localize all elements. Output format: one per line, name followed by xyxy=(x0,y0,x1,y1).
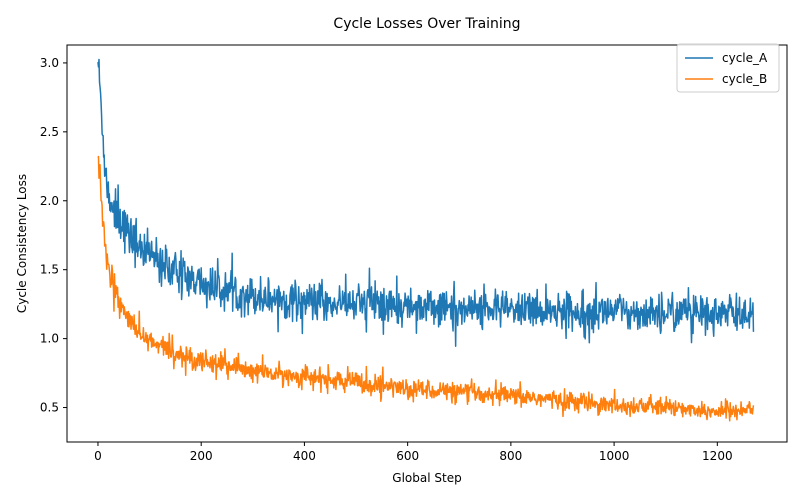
x-tick-label: 400 xyxy=(293,449,316,463)
y-axis-label: Cycle Consistency Loss xyxy=(15,174,29,313)
y-tick-label: 2.5 xyxy=(40,125,59,139)
y-tick-label: 2.0 xyxy=(40,194,59,208)
x-tick-label: 0 xyxy=(94,449,102,463)
x-tick-label: 1000 xyxy=(599,449,630,463)
x-tick-label: 1200 xyxy=(702,449,733,463)
plot-area xyxy=(97,58,755,422)
axes: 0 200 400 600 800 1000 1200 0.5 1.0 1.5 2.0 2.5 3.0 xyxy=(40,44,788,463)
legend: cycle_A cycle_B xyxy=(676,43,780,93)
plot-frame xyxy=(66,44,788,443)
series-line-cycle_A xyxy=(97,58,755,347)
x-tick-label: 800 xyxy=(499,449,522,463)
series-line-cycle_B xyxy=(97,155,755,422)
legend-label-cycle_A: cycle_A xyxy=(722,51,768,65)
y-tick-label: 1.0 xyxy=(40,332,59,346)
x-axis-label: Global Step xyxy=(392,471,461,485)
y-tick-label: 3.0 xyxy=(40,56,59,70)
x-tick-label: 600 xyxy=(396,449,419,463)
legend-label-cycle_B: cycle_B xyxy=(722,72,767,86)
x-tick-label: 200 xyxy=(190,449,213,463)
y-tick-label: 1.5 xyxy=(40,263,59,277)
y-tick-label: 0.5 xyxy=(40,401,59,415)
legend-box xyxy=(676,43,780,93)
chart-title: Cycle Losses Over Training xyxy=(333,16,520,32)
